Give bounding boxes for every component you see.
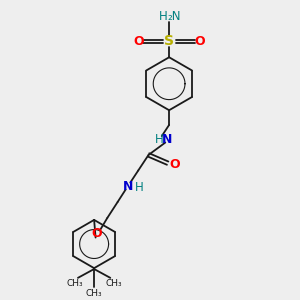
Text: O: O	[133, 34, 143, 48]
Text: O: O	[195, 34, 205, 48]
Text: H: H	[135, 181, 144, 194]
Text: H: H	[154, 133, 163, 146]
Text: O: O	[92, 226, 102, 240]
Text: N: N	[162, 133, 172, 146]
Text: S: S	[164, 34, 174, 48]
Text: CH₃: CH₃	[86, 289, 102, 298]
Text: ₂N: ₂N	[168, 10, 181, 23]
Text: N: N	[123, 180, 133, 193]
Text: O: O	[170, 158, 180, 171]
Text: CH₃: CH₃	[66, 279, 83, 288]
Text: CH₃: CH₃	[106, 279, 122, 288]
Text: H: H	[159, 10, 168, 23]
